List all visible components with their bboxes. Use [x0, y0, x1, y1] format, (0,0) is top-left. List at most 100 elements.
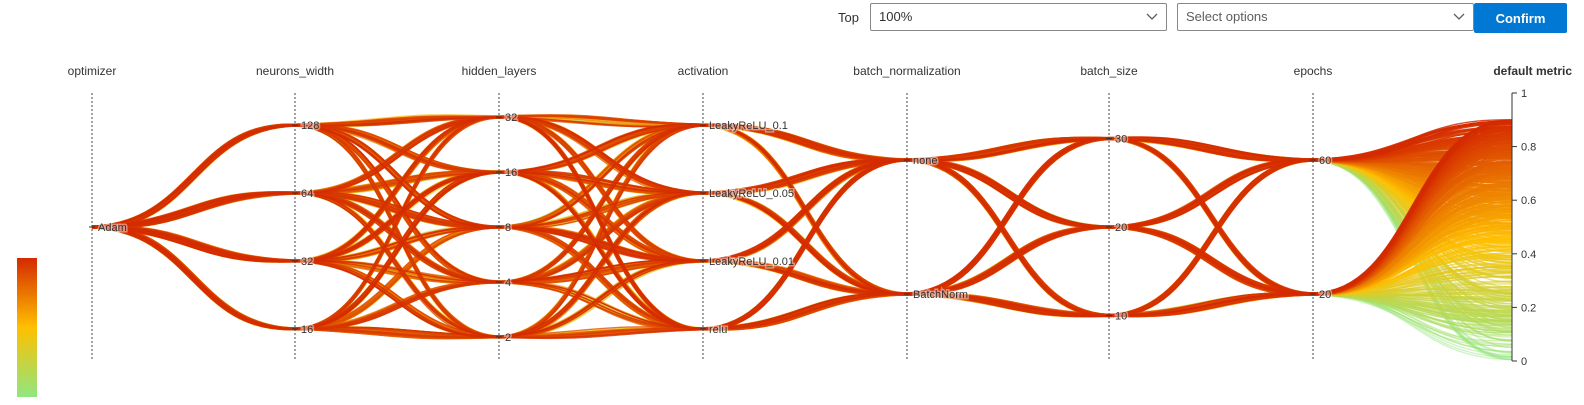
data-line — [91, 115, 1513, 331]
axis-title: default metric — [1493, 64, 1572, 78]
confirm-button[interactable]: Confirm — [1474, 3, 1567, 33]
data-line — [91, 124, 1513, 330]
top-percent-value: 100% — [879, 9, 913, 24]
data-line — [91, 124, 1513, 316]
tick-label: Adam — [98, 222, 127, 234]
data-line — [91, 125, 1513, 314]
data-line — [91, 124, 1513, 338]
tick-label: 8 — [505, 222, 511, 234]
data-line — [91, 137, 1513, 331]
data-line — [91, 137, 1513, 330]
tick-label: relu — [709, 324, 727, 336]
data-line — [91, 124, 1513, 338]
data-line — [91, 121, 1513, 295]
data-line — [91, 123, 1513, 316]
data-line — [91, 136, 1513, 330]
data-line — [91, 123, 1513, 317]
data-line — [91, 124, 1513, 337]
data-line — [91, 129, 1513, 316]
data-line — [91, 119, 1513, 338]
data-line — [91, 115, 1513, 330]
options-select[interactable]: Select options — [1177, 3, 1474, 31]
data-line — [91, 138, 1513, 329]
data-line — [91, 123, 1513, 330]
data-line — [91, 136, 1513, 329]
data-line — [91, 115, 1513, 336]
data-line — [91, 123, 1513, 317]
data-line — [91, 123, 1513, 338]
data-line — [91, 123, 1513, 337]
data-line — [91, 124, 1513, 338]
data-line — [91, 116, 1513, 330]
data-line — [91, 123, 1513, 317]
data-line — [91, 124, 1513, 330]
data-line — [91, 124, 1513, 338]
data-line — [91, 119, 1513, 283]
data-line — [91, 123, 1513, 338]
data-line — [91, 123, 1513, 338]
data-line — [91, 116, 1513, 330]
data-line — [91, 124, 1513, 330]
data-line — [91, 123, 1513, 330]
data-line — [91, 138, 1513, 330]
data-line — [91, 116, 1513, 329]
data-line — [91, 125, 1513, 330]
data-line — [91, 125, 1513, 338]
data-line — [91, 115, 1513, 331]
data-line — [91, 125, 1513, 317]
data-line — [91, 124, 1513, 317]
data-line — [91, 123, 1513, 316]
data-line — [91, 123, 1513, 331]
data-line — [91, 124, 1513, 316]
data-line — [91, 123, 1513, 316]
data-line — [91, 116, 1513, 330]
data-line — [91, 123, 1513, 339]
data-line — [91, 123, 1513, 317]
data-line — [91, 137, 1513, 331]
data-line — [91, 116, 1513, 330]
tick-label: none — [913, 155, 937, 167]
data-line — [91, 116, 1513, 331]
data-line — [91, 116, 1513, 330]
data-line — [91, 124, 1513, 339]
data-line — [91, 123, 1513, 331]
data-line — [91, 124, 1513, 337]
data-line — [91, 123, 1513, 316]
data-line — [91, 136, 1513, 330]
data-line — [91, 138, 1513, 330]
data-line — [91, 123, 1513, 338]
data-line — [91, 123, 1513, 338]
data-line — [91, 123, 1513, 330]
data-line — [91, 125, 1513, 316]
tick-label: 32 — [505, 112, 517, 124]
top-percent-select[interactable]: 100% — [870, 3, 1167, 31]
data-line — [91, 124, 1513, 330]
data-line — [91, 115, 1513, 330]
data-line — [91, 116, 1513, 331]
data-line — [91, 115, 1513, 330]
data-line — [91, 127, 1513, 318]
data-line — [91, 116, 1513, 330]
data-line — [91, 115, 1513, 331]
data-line — [91, 115, 1513, 330]
tick-label: BatchNorm — [913, 289, 968, 301]
data-line — [91, 124, 1513, 317]
data-line — [91, 124, 1513, 339]
data-line — [91, 116, 1513, 331]
data-line — [91, 116, 1513, 329]
data-line — [91, 123, 1513, 331]
data-line — [91, 117, 1513, 330]
tick-label: 0.2 — [1521, 302, 1536, 314]
axis-title: batch_size — [1080, 64, 1138, 78]
tick-label: 16 — [505, 167, 517, 179]
data-line — [91, 124, 1513, 317]
data-line — [91, 125, 1513, 317]
data-line — [91, 115, 1513, 330]
axes: optimizerAdamneurons_width128643216hidde… — [68, 64, 1573, 368]
axis-title: batch_normalization — [853, 64, 960, 78]
data-line — [91, 116, 1513, 329]
data-line — [91, 122, 1513, 339]
data-line — [91, 124, 1513, 331]
data-line — [91, 116, 1513, 330]
data-line — [91, 124, 1513, 337]
